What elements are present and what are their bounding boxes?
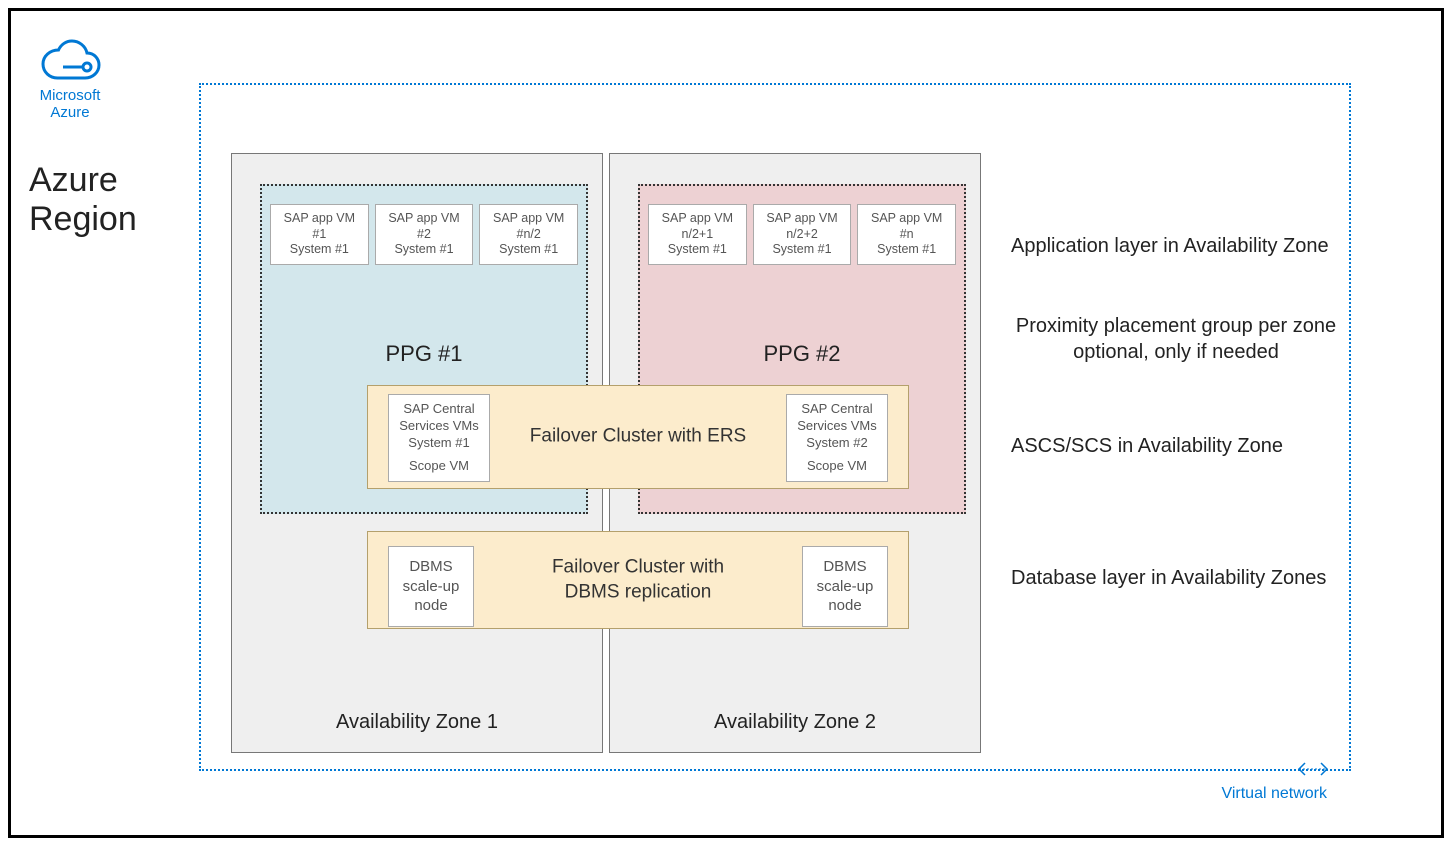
virtual-network: SAP app VM#1System #1 SAP app VM#2System… <box>199 83 1351 771</box>
sap-app-vm: SAP app VMn/2+2System #1 <box>753 204 852 265</box>
failover-ers-title: Failover Cluster with ERS <box>530 425 746 450</box>
vm-row-az2: SAP app VMn/2+1System #1 SAP app VMn/2+2… <box>648 204 956 265</box>
vnet-label: Virtual network <box>1221 785 1327 803</box>
azure-logo: MicrosoftAzure <box>39 39 101 121</box>
sap-central-services-vm-1: SAP CentralServices VMsSystem #1Scope VM <box>388 394 490 482</box>
ppg-2-label: PPG #2 <box>640 341 964 367</box>
vm-row-az1: SAP app VM#1System #1 SAP app VM#2System… <box>270 204 578 265</box>
failover-cluster-dbms: DBMSscale-upnode Failover Cluster withDB… <box>367 531 909 629</box>
dbms-node-2: DBMSscale-upnode <box>802 546 888 627</box>
region-title: Azure Region <box>29 161 184 239</box>
sap-app-vm: SAP app VMn/2+1System #1 <box>648 204 747 265</box>
vnet-icon <box>1295 758 1331 780</box>
diagram-frame: MicrosoftAzure Azure Region SAP app VM#1… <box>8 8 1444 838</box>
annotation-ppg: Proximity placement group per zoneoption… <box>1011 313 1341 365</box>
annotation-app-layer: Application layer in Availability Zone <box>1011 233 1341 259</box>
sap-app-vm: SAP app VM#n/2System #1 <box>479 204 578 265</box>
sap-central-services-vm-2: SAP CentralServices VMsSystem #2Scope VM <box>786 394 888 482</box>
dbms-node-1: DBMSscale-upnode <box>388 546 474 627</box>
cloud-icon <box>39 39 101 83</box>
failover-cluster-ers: SAP CentralServices VMsSystem #1Scope VM… <box>367 385 909 489</box>
annotation-ascs: ASCS/SCS in Availability Zone <box>1011 433 1341 459</box>
sap-app-vm: SAP app VM#1System #1 <box>270 204 369 265</box>
az2-label: Availability Zone 2 <box>610 711 980 734</box>
failover-dbms-title: Failover Cluster withDBMS replication <box>552 555 724 604</box>
annotation-db: Database layer in Availability Zones <box>1011 565 1341 591</box>
sap-app-vm: SAP app VM#2System #1 <box>375 204 474 265</box>
sap-app-vm: SAP app VM#nSystem #1 <box>857 204 956 265</box>
brand-text: MicrosoftAzure <box>39 87 101 121</box>
az1-label: Availability Zone 1 <box>232 711 602 734</box>
ppg-1-label: PPG #1 <box>262 341 586 367</box>
